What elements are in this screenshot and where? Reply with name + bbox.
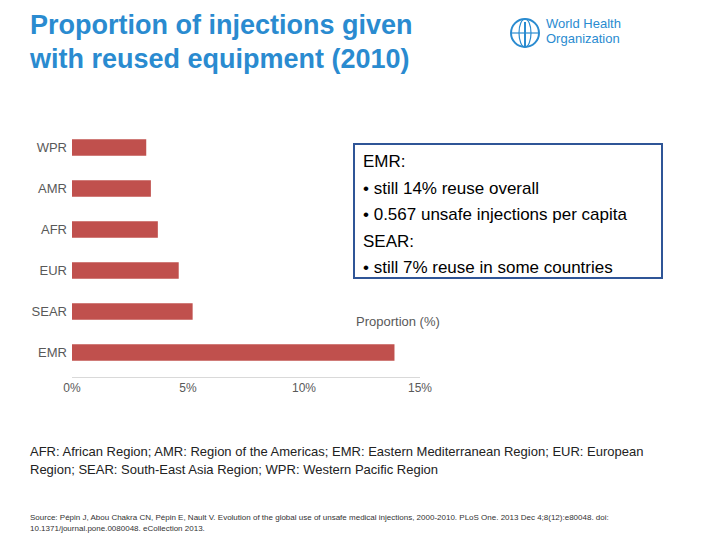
html-text:• still 7% reuse in some count: • still 7% reuse in some countries xyxy=(363,258,613,277)
html-text:• 0.567 unsafe injections per: • 0.567 unsafe injections per capita xyxy=(363,205,627,224)
svg-text:0%: 0% xyxy=(63,381,81,395)
html-text:with reused equipment (2010): with reused equipment (2010) xyxy=(30,44,410,74)
svg-text:AFR: AFR xyxy=(41,222,67,237)
html-text:SEAR:: SEAR: xyxy=(363,231,414,251)
html-text:Proportion of injections given: Proportion of injections given xyxy=(30,10,413,40)
svg-text:10%: 10% xyxy=(292,381,316,395)
html-text:AFR: African Region; AMR: Regi: AFR: African Region; AMR: Region of the … xyxy=(30,444,644,477)
html-text:World Health: World Health xyxy=(546,16,621,31)
svg-text:EMR: EMR xyxy=(38,345,67,360)
svg-text:5%: 5% xyxy=(179,381,197,395)
html-text:Source: Pépin J, Abou Chakra C: Source: Pépin J, Abou Chakra CN, Pépin E… xyxy=(30,513,609,533)
svg-text:Proportion (%): Proportion (%) xyxy=(356,314,440,329)
svg-text:EUR: EUR xyxy=(40,263,67,278)
svg-text:15%: 15% xyxy=(408,381,432,395)
html-text:• still 14% reuse overall: • still 14% reuse overall xyxy=(363,178,539,198)
html-text:Organization: Organization xyxy=(546,31,620,46)
html-text:EMR:: EMR: xyxy=(363,152,406,171)
svg-text:SEAR: SEAR xyxy=(32,304,67,319)
svg-text:AMR: AMR xyxy=(38,181,67,196)
svg-text:WPR: WPR xyxy=(37,140,67,155)
